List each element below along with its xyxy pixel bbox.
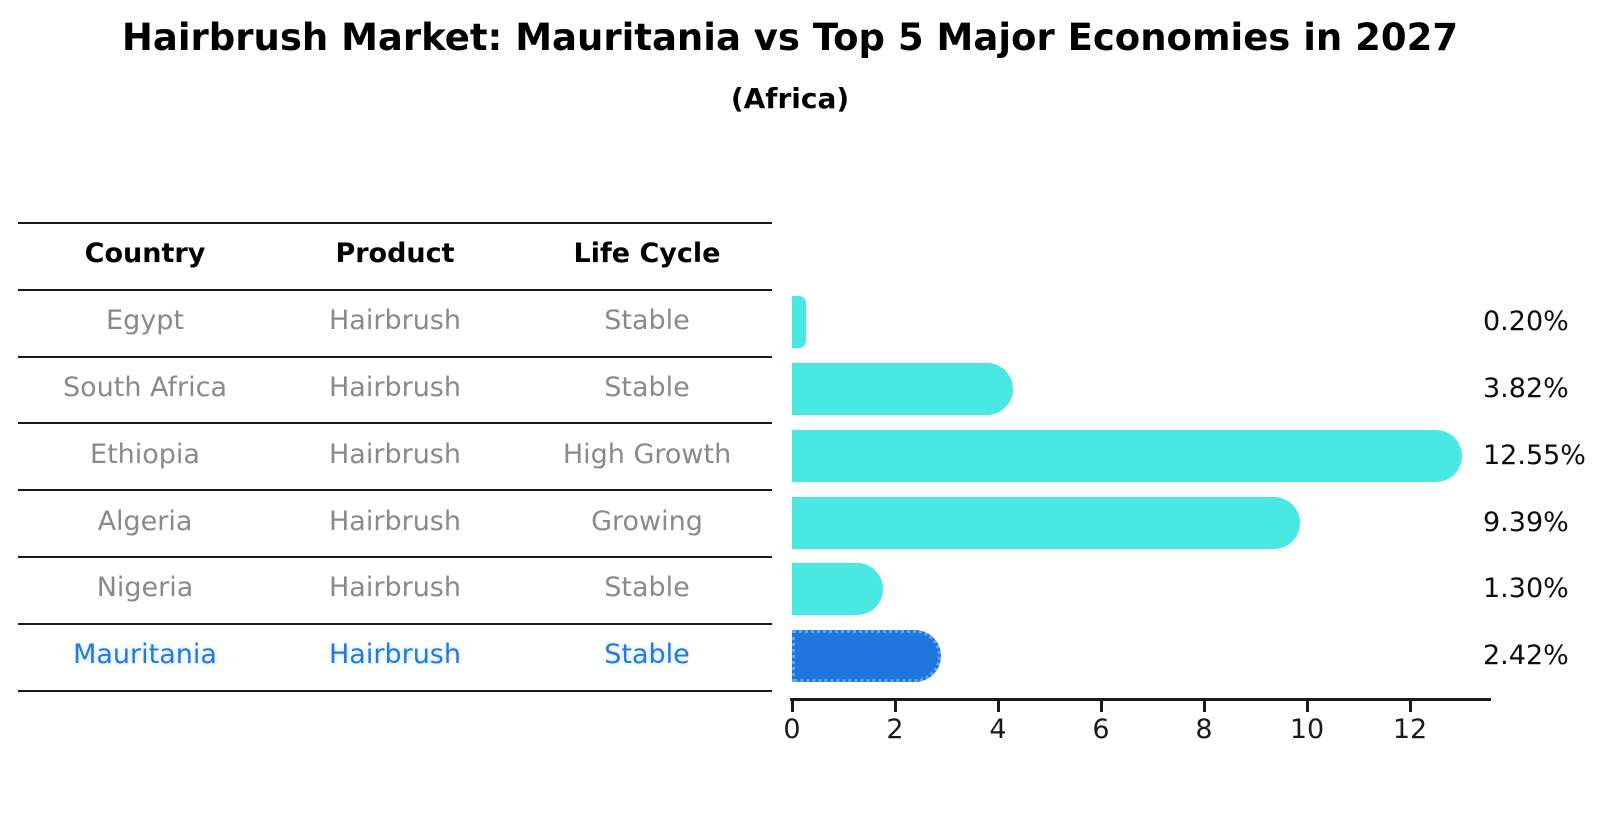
table-top-line bbox=[18, 222, 772, 224]
x-axis-tick bbox=[1409, 701, 1412, 712]
lifecycle-cell-nigeria: Stable bbox=[604, 572, 690, 603]
x-axis-tick-label: 12 bbox=[1392, 714, 1428, 745]
country-cell-egypt: Egypt bbox=[106, 305, 184, 336]
product-cell-south-africa: Hairbrush bbox=[329, 372, 461, 403]
x-axis-tick-label: 8 bbox=[1195, 714, 1213, 745]
x-axis-tick bbox=[1203, 701, 1206, 712]
product-cell-ethiopia: Hairbrush bbox=[329, 439, 461, 470]
product-cell-mauritania: Hairbrush bbox=[329, 639, 461, 670]
x-axis-tick bbox=[791, 701, 794, 712]
bar-south-africa bbox=[792, 363, 1013, 415]
column-header-life-cycle: Life Cycle bbox=[573, 238, 721, 269]
row-separator-line bbox=[18, 623, 772, 625]
bar-nigeria bbox=[792, 563, 883, 615]
product-cell-algeria: Hairbrush bbox=[329, 506, 461, 537]
country-cell-nigeria: Nigeria bbox=[96, 572, 194, 603]
row-separator-line bbox=[18, 489, 772, 491]
value-label: 1.30% bbox=[1483, 573, 1569, 604]
row-separator-line bbox=[18, 289, 772, 291]
chart-subtitle: (Africa) bbox=[730, 82, 850, 115]
column-header-product: Product bbox=[335, 238, 455, 269]
table-bottom-line bbox=[18, 690, 772, 692]
x-axis-tick-label: 0 bbox=[783, 714, 801, 745]
lifecycle-cell-egypt: Stable bbox=[604, 305, 690, 336]
row-separator-line bbox=[18, 422, 772, 424]
value-label: 3.82% bbox=[1483, 373, 1569, 404]
value-label: 0.20% bbox=[1483, 306, 1569, 337]
x-axis-tick-label: 10 bbox=[1289, 714, 1325, 745]
value-label: 9.39% bbox=[1483, 507, 1569, 538]
value-label: 12.55% bbox=[1483, 440, 1586, 471]
chart-title: Hairbrush Market: Mauritania vs Top 5 Ma… bbox=[121, 16, 1459, 59]
value-label: 2.42% bbox=[1483, 640, 1569, 671]
bar-ethiopia bbox=[792, 430, 1462, 482]
x-axis-tick bbox=[997, 701, 1000, 712]
x-axis-tick bbox=[894, 701, 897, 712]
x-axis-line bbox=[790, 698, 1491, 701]
product-cell-egypt: Hairbrush bbox=[329, 305, 461, 336]
x-axis-tick-label: 2 bbox=[886, 714, 904, 745]
x-axis-tick bbox=[1100, 701, 1103, 712]
bar-egypt bbox=[792, 296, 806, 348]
x-axis-tick bbox=[1306, 701, 1309, 712]
row-separator-line bbox=[18, 356, 772, 358]
x-axis-tick-label: 6 bbox=[1092, 714, 1110, 745]
country-cell-south-africa: South Africa bbox=[62, 372, 228, 403]
lifecycle-cell-ethiopia: High Growth bbox=[562, 439, 732, 470]
bar-algeria bbox=[792, 497, 1300, 549]
country-cell-mauritania: Mauritania bbox=[73, 639, 217, 670]
bar-mauritania bbox=[792, 630, 941, 682]
lifecycle-cell-south-africa: Stable bbox=[604, 372, 690, 403]
product-cell-nigeria: Hairbrush bbox=[329, 572, 461, 603]
row-separator-line bbox=[18, 556, 772, 558]
x-axis-tick-label: 4 bbox=[989, 714, 1007, 745]
country-cell-algeria: Algeria bbox=[97, 506, 193, 537]
lifecycle-cell-algeria: Growing bbox=[591, 506, 703, 537]
country-cell-ethiopia: Ethiopia bbox=[90, 439, 200, 470]
column-header-country: Country bbox=[84, 238, 206, 269]
lifecycle-cell-mauritania: Stable bbox=[604, 639, 690, 670]
